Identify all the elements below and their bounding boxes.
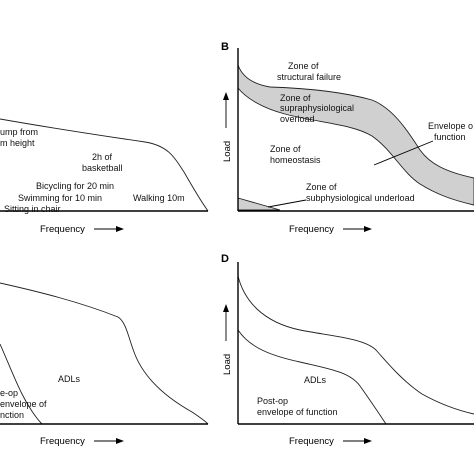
panel-c-adl-curve bbox=[0, 282, 209, 425]
panel-b: B Load Zone of structural failure Zone o… bbox=[221, 41, 474, 235]
panel-b-label-supra-3: overload bbox=[280, 114, 315, 124]
panel-a-label-sitting: Sitting in chair bbox=[4, 204, 61, 214]
panel-c-x-arrowhead bbox=[116, 438, 124, 444]
panel-b-x-axis-label: Frequency bbox=[289, 224, 334, 235]
panel-b-label-homeostasis-1: Zone of bbox=[270, 144, 301, 154]
panel-d-label-postop-2: envelope of function bbox=[257, 407, 338, 417]
panel-b-label-supra-2: supraphysiological bbox=[280, 103, 354, 113]
panel-a-label-bicycling: Bicycling for 20 min bbox=[36, 181, 114, 191]
panel-b-y-arrowhead bbox=[223, 92, 229, 100]
panel-a-label-swimming: Swimming for 10 min bbox=[18, 193, 102, 203]
panel-d-label-postop-1: Post-op bbox=[257, 396, 288, 406]
panel-d-y-arrowhead bbox=[223, 304, 229, 312]
panel-c-postop-curve bbox=[0, 343, 43, 425]
panel-a-envelope-curve bbox=[0, 118, 209, 212]
panel-a-x-axis-label: Frequency bbox=[40, 224, 85, 235]
panel-b-y-axis-label: Load bbox=[222, 141, 233, 162]
panel-a: ump from m height 2h of basketball Bicyc… bbox=[0, 118, 209, 235]
panel-b-sub-pointer bbox=[267, 199, 307, 208]
panel-c: ADLs e-op envelope of nction Frequency bbox=[0, 282, 209, 447]
panel-b-label-sub-2: subphysiological underload bbox=[306, 193, 415, 203]
panel-d: D Load ADLs Post-op envelope of function… bbox=[221, 253, 474, 447]
panel-a-x-arrowhead bbox=[116, 226, 124, 232]
panel-a-label-basketball-1: 2h of bbox=[92, 152, 113, 162]
panel-d-label-adls: ADLs bbox=[304, 375, 327, 385]
panel-d-x-axis-label: Frequency bbox=[289, 436, 334, 447]
panel-b-envelope-pointer bbox=[373, 140, 434, 166]
panel-a-label-walking: Walking 10m bbox=[133, 193, 185, 203]
panel-d-y-axis-label: Load bbox=[222, 354, 233, 375]
panel-b-x-arrowhead bbox=[364, 226, 372, 232]
panel-b-label-envelope-1: Envelope o bbox=[428, 121, 473, 131]
panel-b-letter: B bbox=[221, 41, 229, 53]
panel-c-label-postop-3: nction bbox=[0, 410, 24, 420]
panel-d-adl-curve bbox=[237, 329, 387, 425]
panel-d-upper-curve bbox=[237, 275, 474, 415]
panel-b-underload-wedge bbox=[237, 197, 281, 211]
panel-d-letter: D bbox=[221, 253, 229, 265]
panel-c-x-axis-label: Frequency bbox=[40, 436, 85, 447]
panel-b-label-envelope-2: function bbox=[434, 132, 466, 142]
panel-a-label-jump-2: m height bbox=[0, 138, 35, 148]
panel-c-label-postop-1: e-op bbox=[0, 388, 18, 398]
panel-c-label-postop-2: envelope of bbox=[0, 399, 47, 409]
panel-c-label-adls: ADLs bbox=[58, 374, 81, 384]
panel-b-label-homeostasis-2: homeostasis bbox=[270, 155, 321, 165]
panel-b-overload-band bbox=[237, 64, 474, 206]
panel-b-label-supra-1: Zone of bbox=[280, 93, 311, 103]
panel-a-label-basketball-2: basketball bbox=[82, 163, 123, 173]
panel-d-x-arrowhead bbox=[364, 438, 372, 444]
panel-b-label-structural-1: Zone of bbox=[288, 61, 319, 71]
panel-b-label-sub-1: Zone of bbox=[306, 182, 337, 192]
panel-a-label-jump-1: ump from bbox=[0, 127, 38, 137]
panel-b-label-structural-2: structural failure bbox=[277, 72, 341, 82]
